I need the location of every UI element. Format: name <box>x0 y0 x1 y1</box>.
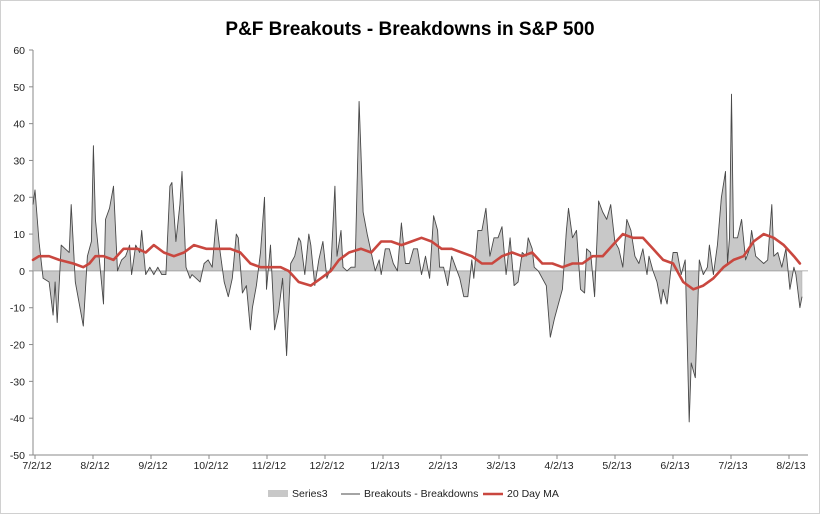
y-tick-label: 30 <box>13 155 25 167</box>
y-tick-label: -30 <box>10 376 25 388</box>
x-tick-label: 11/2/12 <box>252 460 286 472</box>
legend: Series3 Breakouts - Breakdowns 20 Day MA <box>268 488 559 500</box>
x-tick-label: 7/2/13 <box>718 460 747 472</box>
y-tick-label: -50 <box>10 450 25 462</box>
x-tick-label: 2/2/13 <box>428 460 457 472</box>
x-tick-label: 3/2/13 <box>486 460 515 472</box>
y-tick-label: 60 <box>13 45 25 57</box>
legend-swatch-series3 <box>268 490 288 497</box>
x-tick-label: 7/2/12 <box>22 460 51 472</box>
y-tick-label: 40 <box>13 119 25 131</box>
y-tick-label: 0 <box>19 266 25 278</box>
x-tick-label: 8/2/13 <box>776 460 805 472</box>
chart-title: P&F Breakouts - Breakdowns in S&P 500 <box>225 19 594 40</box>
y-tick-label: -20 <box>10 340 25 352</box>
y-tick-label: -40 <box>10 413 25 425</box>
x-tick-label: 10/2/12 <box>193 460 228 472</box>
x-tick-label: 4/2/13 <box>544 460 573 472</box>
x-tick-label: 8/2/12 <box>80 460 109 472</box>
legend-label-breakouts: Breakouts - Breakdowns <box>364 488 478 500</box>
breakouts-breakdowns-line <box>32 93 803 423</box>
y-tick-label: 20 <box>13 192 25 204</box>
x-tick-label: 6/2/13 <box>660 460 689 472</box>
ma-20-day-line <box>31 232 802 291</box>
x-tick-label: 12/2/12 <box>309 460 344 472</box>
legend-label-ma: 20 Day MA <box>507 488 559 500</box>
x-tick-label: 5/2/13 <box>602 460 631 472</box>
plot-area: -50 -40 -30 -20 -10 0 10 20 30 40 50 60 7/2/12 8/2/12… <box>10 45 808 472</box>
y-tick-label: 50 <box>13 82 25 94</box>
x-tick-label: 1/2/13 <box>370 460 399 472</box>
legend-label-series3: Series3 <box>292 488 328 500</box>
x-tick-label: 9/2/12 <box>138 460 167 472</box>
y-tick-label: 10 <box>13 229 25 241</box>
y-tick-label: -10 <box>10 303 25 315</box>
